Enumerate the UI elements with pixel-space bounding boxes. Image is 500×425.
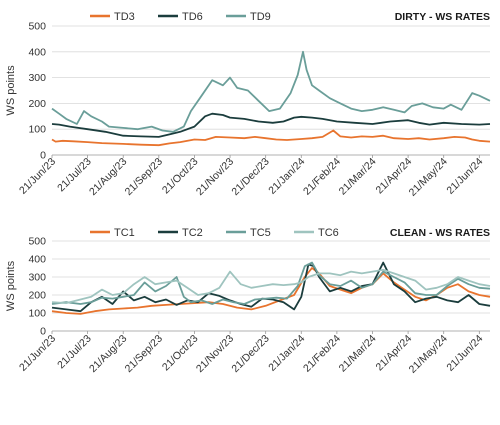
y-tick-label: 0 <box>40 326 46 338</box>
legend-label-tc6: TC6 <box>318 227 339 239</box>
x-tick-label: 21/Jun/24 <box>444 156 485 197</box>
y-tick-label: 500 <box>28 236 46 248</box>
y-tick-label: 200 <box>28 98 46 110</box>
x-tick-label: 21/Aug/23 <box>87 156 129 198</box>
series-line-tc5 <box>51 261 491 305</box>
series-line-td9 <box>51 50 491 133</box>
legend-label-tc5: TC5 <box>250 227 271 239</box>
series-line-tc1 <box>51 267 491 315</box>
legend-label-tc1: TC1 <box>114 227 135 239</box>
x-tick-label: 21/Jun/23 <box>17 333 58 374</box>
series-line-td6 <box>51 112 491 138</box>
x-tick-label: 21/Nov/23 <box>194 156 236 198</box>
y-tick-label: 300 <box>28 72 46 84</box>
series-line-tc2 <box>51 261 491 313</box>
y-tick-label: 300 <box>28 272 46 284</box>
chart-title: CLEAN - WS RATES <box>390 227 490 239</box>
legend-label-td3: TD3 <box>114 11 135 23</box>
x-tick-label: 21/Nov/23 <box>194 333 236 375</box>
y-tick-label: 100 <box>28 124 46 136</box>
x-tick-label: 21/May/24 <box>407 333 450 376</box>
y-tick-label: 200 <box>28 290 46 302</box>
y-tick-label: 400 <box>28 254 46 266</box>
x-tick-label: 21/Mar/24 <box>337 333 379 375</box>
x-tick-label: 21/Feb/24 <box>301 156 343 198</box>
series-line-td3 <box>51 129 491 147</box>
y-tick-label: 100 <box>28 308 46 320</box>
series-line-tc6 <box>51 268 491 304</box>
x-tick-label: 21/Aug/23 <box>87 333 129 375</box>
x-tick-label: 21/Sep/23 <box>123 156 165 198</box>
y-axis-label: WS points <box>5 260 17 311</box>
legend-label-td6: TD6 <box>182 11 203 23</box>
x-tick-label: 21/Mar/24 <box>337 156 379 198</box>
y-tick-label: 400 <box>28 46 46 58</box>
x-tick-label: 21/Dec/23 <box>229 156 271 198</box>
legend-label-tc2: TC2 <box>182 227 203 239</box>
legend-label-td9: TD9 <box>250 11 271 23</box>
x-tick-label: 21/May/24 <box>407 156 450 199</box>
x-tick-label: 21/Sep/23 <box>123 333 165 375</box>
x-tick-label: 21/Dec/23 <box>229 333 271 375</box>
y-tick-label: 0 <box>40 150 46 162</box>
x-tick-label: 21/Jun/23 <box>17 156 58 197</box>
y-axis-label: WS points <box>5 65 17 116</box>
x-tick-label: 21/Feb/24 <box>301 333 343 375</box>
x-tick-label: 21/Jun/24 <box>444 333 485 374</box>
chart-title: DIRTY - WS RATES <box>395 11 490 23</box>
y-tick-label: 500 <box>28 21 46 33</box>
